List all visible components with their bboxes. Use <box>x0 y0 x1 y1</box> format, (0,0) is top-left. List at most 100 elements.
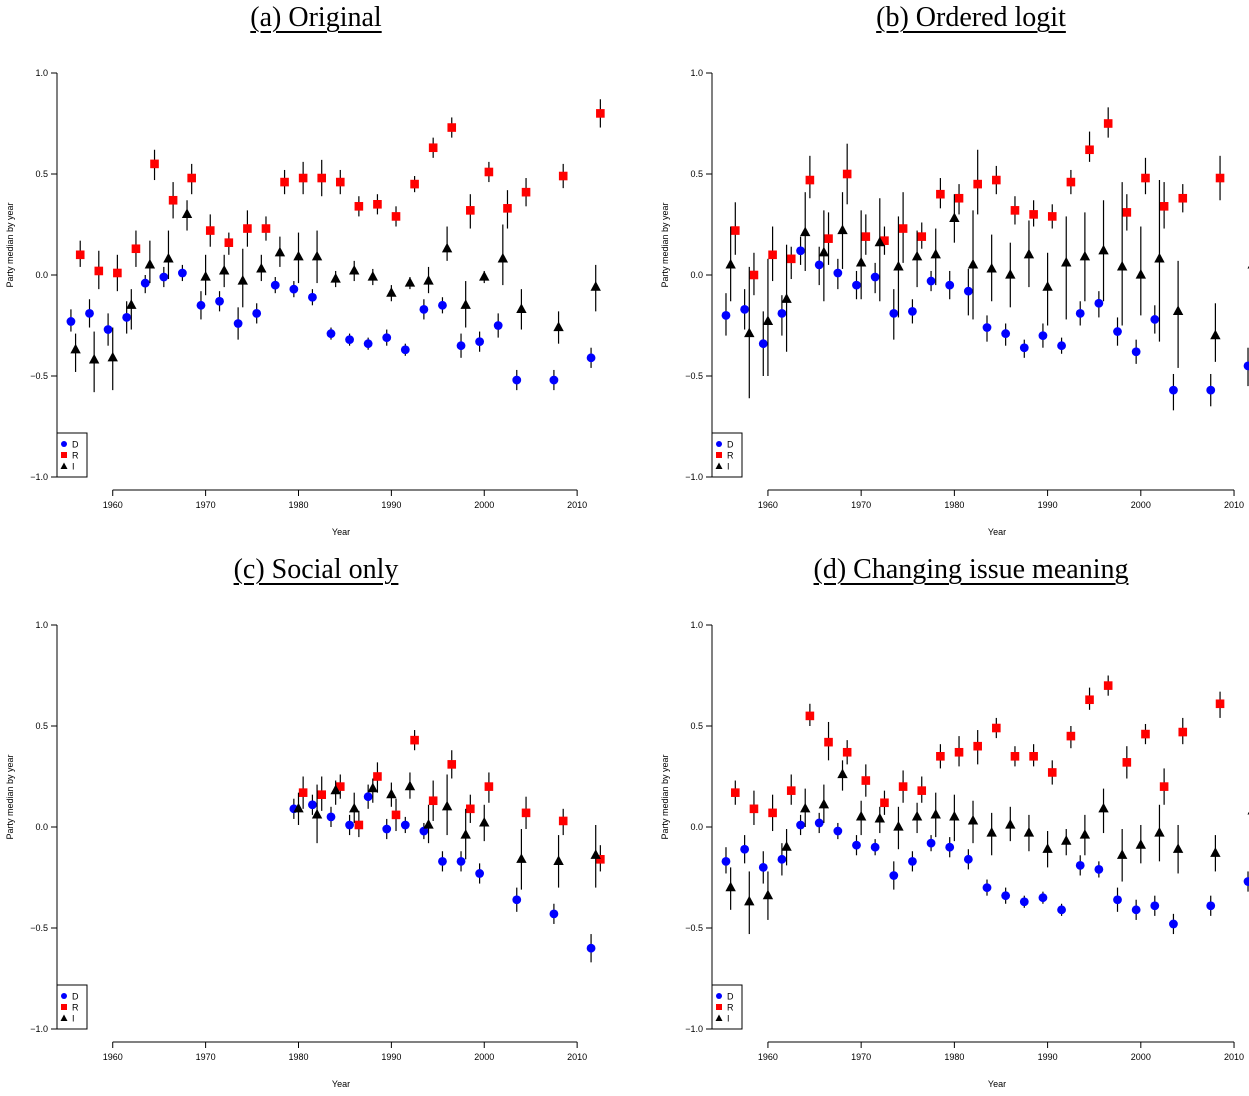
point-D <box>159 272 169 282</box>
point-I <box>967 258 979 269</box>
x-tick-label: 1970 <box>851 500 871 510</box>
point-R <box>749 804 759 814</box>
point-D <box>549 375 559 385</box>
point-I <box>911 810 923 821</box>
point-I <box>762 889 774 900</box>
x-tick-label: 1960 <box>758 1052 778 1062</box>
point-R <box>168 195 178 205</box>
x-tick-label: 1980 <box>944 1052 964 1062</box>
point-I <box>311 250 323 261</box>
point-I <box>1098 802 1109 813</box>
legend-label-D: D <box>727 440 734 450</box>
y-tick-label: 1.0 <box>35 620 48 630</box>
point-I <box>126 299 137 309</box>
point-D <box>400 345 410 355</box>
point-D <box>926 276 936 286</box>
point-D <box>586 353 596 363</box>
y-tick-label: −0.5 <box>30 371 48 381</box>
point-D <box>382 333 392 343</box>
point-D <box>1206 385 1216 395</box>
point-R <box>558 171 568 181</box>
point-R <box>842 747 852 757</box>
point-I <box>1042 843 1053 853</box>
legend-marker-D <box>716 993 722 999</box>
point-R <box>391 212 401 221</box>
point-R <box>503 204 512 213</box>
point-I <box>986 827 997 837</box>
point-D <box>215 296 224 306</box>
point-D <box>963 854 973 864</box>
point-D <box>945 280 955 290</box>
point-I <box>107 351 118 362</box>
chart-panel-2: −1.0 −0.5 0.0 0.5 1.0 Party median by year 196… <box>5 620 605 1089</box>
point-R <box>466 206 475 215</box>
point-R <box>1215 173 1225 183</box>
point-D <box>796 246 805 256</box>
point-D <box>1038 331 1048 340</box>
point-I <box>237 275 248 285</box>
point-I <box>88 353 100 364</box>
point-I <box>949 212 960 223</box>
legend-marker-I <box>715 1014 723 1021</box>
point-I <box>855 256 867 267</box>
point-R <box>1085 695 1094 705</box>
point-I <box>218 264 230 275</box>
y-tick-label: 0.5 <box>35 169 48 179</box>
point-R <box>749 270 759 280</box>
point-D <box>758 863 768 872</box>
panel-title-b: (b) Ordered logit <box>876 2 1066 33</box>
point-D <box>758 339 768 349</box>
y-tick-label: −1.0 <box>685 472 703 482</box>
point-D <box>777 308 787 318</box>
point-D <box>1243 877 1249 886</box>
point-R <box>1047 768 1057 777</box>
point-I <box>1005 269 1016 279</box>
point-D <box>1075 860 1085 870</box>
point-D <box>382 824 392 834</box>
point-I <box>349 264 360 275</box>
point-D <box>926 838 936 848</box>
point-D <box>1094 865 1104 874</box>
point-I <box>181 208 193 218</box>
y-tick-label: 0.0 <box>690 270 703 280</box>
point-R <box>317 173 327 183</box>
point-I <box>1210 329 1221 340</box>
point-I <box>1154 252 1165 263</box>
chart-panel-1: −1.0 −0.5 0.0 0.5 1.0 Party median by year 196… <box>660 68 1249 537</box>
point-I <box>1023 827 1035 837</box>
point-I <box>516 853 527 863</box>
point-R <box>805 711 815 721</box>
y-tick-label: 1.0 <box>35 68 48 78</box>
point-I <box>423 818 434 829</box>
point-R <box>917 786 927 795</box>
point-I <box>386 788 397 799</box>
point-I <box>930 248 941 259</box>
point-R <box>298 788 308 797</box>
point-R <box>731 226 740 235</box>
x-tick-label: 2000 <box>474 500 494 510</box>
point-D <box>1057 341 1066 351</box>
point-D <box>814 260 824 270</box>
point-R <box>1122 208 1132 217</box>
point-D <box>963 286 973 296</box>
point-I <box>800 226 811 237</box>
point-D <box>889 871 899 880</box>
point-D <box>1075 308 1085 318</box>
point-R <box>1159 202 1169 211</box>
point-D <box>363 792 373 802</box>
point-R <box>898 224 908 233</box>
point-I <box>349 802 360 813</box>
point-R <box>1010 752 1020 761</box>
point-D <box>326 812 336 822</box>
point-R <box>243 224 252 233</box>
point-I <box>479 816 490 827</box>
point-R <box>768 808 777 818</box>
point-D <box>456 856 466 866</box>
point-R <box>1122 758 1132 767</box>
point-D <box>1001 891 1011 901</box>
point-R <box>410 179 419 189</box>
point-R <box>824 737 833 747</box>
point-D <box>1206 901 1216 911</box>
point-D <box>982 323 992 332</box>
point-I <box>1135 839 1147 849</box>
